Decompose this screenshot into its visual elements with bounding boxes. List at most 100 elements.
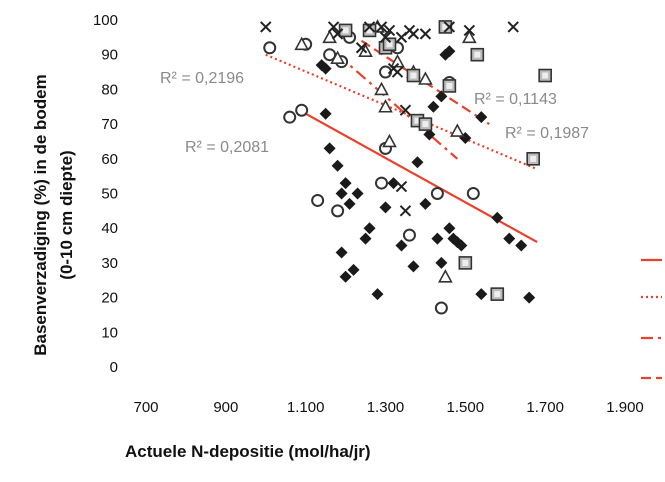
point-triangle — [330, 50, 345, 64]
y-axis-ticks: 0 10 20 30 40 50 60 70 80 90 100 — [93, 12, 118, 376]
x-tick-label: 1.700 — [526, 399, 564, 416]
point-square — [338, 23, 353, 38]
point-cross — [331, 28, 344, 40]
x-tick-label: 1.500 — [447, 399, 485, 416]
data-points — [260, 19, 552, 315]
point-triangle — [438, 269, 453, 283]
point-circle — [402, 228, 416, 242]
point-square — [406, 68, 421, 83]
point-cross — [399, 104, 412, 116]
point-circle — [311, 193, 325, 207]
r2-label-dotted: R² = 0,1987 — [505, 125, 589, 142]
point-cross — [260, 21, 272, 33]
point-cross — [375, 21, 388, 33]
point-square — [458, 256, 473, 270]
point-diamond — [339, 270, 352, 283]
trendline-solid — [305, 112, 538, 244]
point-circle — [263, 41, 277, 55]
point-diamond — [335, 187, 348, 200]
r2-label-solid: R² = 0,2081 — [185, 139, 269, 156]
point-diamond — [319, 107, 332, 120]
point-diamond — [515, 239, 528, 252]
point-cross — [327, 21, 340, 33]
point-diamond — [431, 232, 444, 245]
point-square — [526, 152, 540, 166]
x-tick-label: 1.100 — [287, 399, 325, 416]
point-triangle — [322, 29, 337, 44]
point-cross — [363, 21, 376, 33]
point-circle — [434, 301, 448, 315]
y-tick-label: 80 — [101, 81, 118, 98]
point-square — [418, 117, 433, 131]
point-cross — [383, 24, 396, 37]
x-tick-label: 700 — [133, 399, 158, 416]
y-tick-label: 70 — [101, 116, 118, 133]
point-triangle — [294, 36, 310, 51]
r2-label-dash-dot: R² = 0,2196 — [160, 70, 244, 87]
point-circle — [323, 48, 337, 62]
point-diamond — [387, 177, 400, 190]
point-triangle — [461, 29, 477, 44]
point-cross — [507, 21, 519, 33]
point-diamond — [395, 239, 408, 252]
y-tick-label: 40 — [101, 220, 118, 237]
point-circle — [331, 204, 345, 218]
point-diamond — [363, 222, 376, 235]
point-diamond — [359, 232, 372, 245]
trendlines — [265, 39, 538, 244]
point-circle — [466, 187, 480, 200]
point-triangle — [382, 133, 397, 148]
x-tick-label: 900 — [213, 399, 238, 416]
point-circle — [283, 110, 297, 124]
y-tick-label: 10 — [101, 324, 118, 341]
point-diamond — [319, 62, 332, 75]
y-tick-label: 30 — [101, 255, 118, 272]
point-triangle — [374, 81, 389, 96]
x-tick-label: 1.300 — [367, 399, 405, 416]
point-diamond — [335, 246, 348, 259]
point-circle — [375, 176, 389, 190]
point-square — [470, 47, 485, 62]
point-diamond — [427, 100, 440, 113]
y-axis-label-line-2: (0-10 cm diepte) — [57, 150, 76, 279]
point-diamond — [371, 288, 384, 301]
point-diamond — [523, 291, 536, 304]
point-cross — [399, 205, 412, 217]
x-axis-ticks: 700 900 1.100 1.300 1.500 1.700 1.900 — [133, 399, 643, 416]
r2-label-dashed: R² = 0,1143 — [474, 91, 557, 108]
point-circle — [430, 187, 444, 200]
point-diamond — [423, 128, 436, 141]
point-diamond — [455, 239, 468, 252]
point-diamond — [407, 260, 420, 273]
point-triangle — [390, 53, 405, 68]
point-cross — [463, 24, 476, 37]
y-tick-label: 90 — [101, 47, 118, 64]
point-triangle — [450, 123, 465, 137]
y-axis-label: Basenverzadiging (%) in de bodem (0-10 cm… — [31, 74, 76, 356]
point-diamond — [503, 232, 516, 245]
point-cross — [419, 28, 432, 40]
y-tick-label: 20 — [101, 290, 118, 307]
point-diamond — [351, 187, 364, 200]
point-diamond — [419, 197, 432, 210]
x-tick-label: 1.900 — [606, 399, 644, 416]
point-diamond — [339, 177, 352, 190]
legend-fragment — [641, 258, 662, 380]
point-square — [538, 68, 552, 83]
point-cross — [355, 42, 368, 54]
y-tick-label: 50 — [101, 186, 118, 203]
point-diamond — [411, 156, 424, 169]
point-diamond — [379, 201, 392, 214]
point-diamond — [475, 111, 488, 124]
point-cross — [395, 180, 408, 193]
point-diamond — [435, 256, 448, 269]
point-triangle — [378, 99, 393, 113]
point-diamond — [343, 197, 356, 210]
trendline-dotted — [265, 53, 538, 171]
point-cross — [443, 21, 456, 33]
point-square — [442, 79, 457, 93]
y-tick-label: 100 — [93, 12, 118, 29]
point-circle — [295, 103, 309, 117]
y-tick-label: 60 — [101, 151, 118, 168]
